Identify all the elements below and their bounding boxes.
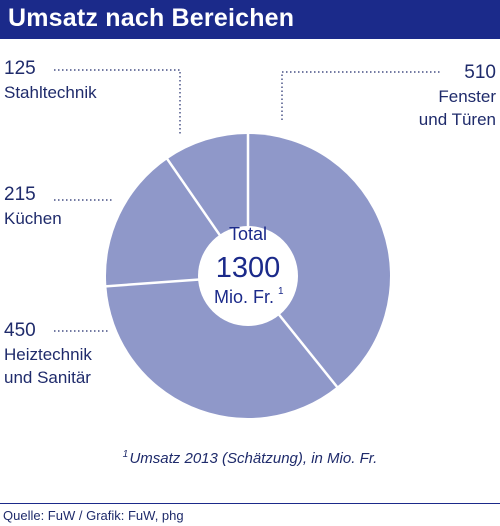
leader-line-3	[54, 69, 181, 134]
donut-chart: Total 1300 Mio. Fr. 1 510 Fenster und Türen 450…	[4, 58, 496, 419]
slice-label-1-1: und Sanitär	[4, 368, 91, 387]
footnote-text: Umsatz 2013 (Schätzung), in Mio. Fr.	[129, 450, 378, 467]
center-footnote-mark: 1	[278, 286, 284, 297]
slice-value-0: 510	[464, 62, 496, 83]
center-total-unit: Mio. Fr.	[214, 287, 274, 307]
source-text: Quelle: FuW / Grafik: FuW, phg	[3, 508, 184, 523]
footnote-mark: 1	[122, 449, 129, 460]
center-total-label: Total	[229, 224, 267, 244]
title-bar: Umsatz nach Bereichen	[0, 0, 500, 39]
slice-label-0-0: Fenster	[438, 87, 496, 106]
slice-value-2: 215	[4, 184, 36, 205]
footnote: 1 Umsatz 2013 (Schätzung), in Mio. Fr.	[0, 449, 500, 467]
slice-value-1: 450	[4, 320, 36, 341]
slice-label-0-1: und Türen	[419, 110, 496, 129]
slice-label-2-0: Küchen	[4, 209, 62, 228]
slice-label-3-0: Stahltechnik	[4, 83, 97, 102]
donut-hole	[198, 226, 298, 326]
donut-slice-0	[248, 134, 390, 387]
center-total-value: 1300	[216, 252, 281, 284]
leader-line-0	[281, 71, 442, 120]
donut-slice-1	[106, 276, 337, 419]
slice-value-3: 125	[4, 58, 36, 79]
source-divider	[0, 503, 500, 504]
chart-title: Umsatz nach Bereichen	[8, 4, 295, 32]
slice-label-1-0: Heiztechnik	[4, 345, 92, 364]
